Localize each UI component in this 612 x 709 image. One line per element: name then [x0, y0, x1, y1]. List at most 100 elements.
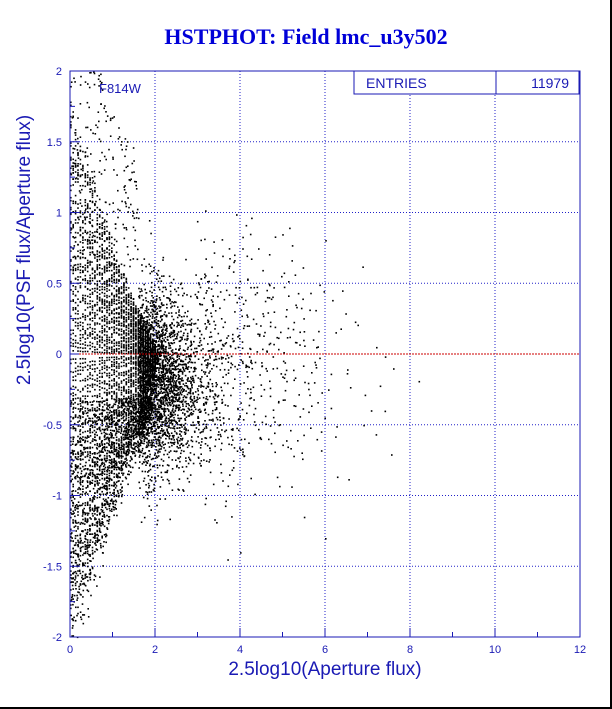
data-point: [102, 545, 104, 548]
data-point: [106, 436, 109, 439]
data-point: [72, 290, 74, 293]
data-point: [77, 476, 79, 478]
data-point: [75, 572, 78, 575]
data-point: [115, 370, 118, 373]
data-point: [130, 400, 132, 403]
data-point: [84, 441, 86, 444]
data-point: [93, 429, 96, 432]
data-point: [77, 322, 79, 325]
data-point: [98, 468, 101, 471]
data-point: [103, 228, 106, 230]
data-point: [78, 585, 80, 588]
data-point: [91, 309, 94, 311]
data-point: [74, 202, 77, 205]
data-point: [104, 488, 107, 490]
data-point: [108, 411, 111, 414]
data-point: [79, 199, 82, 201]
data-point: [155, 380, 157, 383]
data-point: [96, 480, 99, 482]
data-point: [84, 257, 87, 260]
data-point: [118, 401, 121, 403]
data-point: [110, 478, 113, 481]
data-point: [72, 603, 74, 606]
data-point: [108, 269, 111, 272]
data-point: [74, 321, 77, 324]
data-point: [120, 314, 123, 317]
data-point: [94, 274, 96, 277]
data-point: [74, 429, 77, 432]
data-point: [82, 249, 84, 252]
data-point: [118, 443, 120, 445]
data-point: [130, 392, 132, 394]
data-point: [103, 371, 106, 374]
data-point: [127, 312, 130, 314]
data-point: [160, 302, 163, 304]
data-point: [76, 466, 78, 469]
data-point: [132, 318, 135, 320]
data-point: [110, 494, 112, 496]
data-point: [147, 359, 149, 362]
data-point: [86, 552, 89, 555]
data-point: [77, 570, 79, 572]
data-point: [110, 432, 112, 434]
data-point: [133, 427, 136, 430]
data-point: [72, 285, 74, 287]
data-point: [108, 356, 111, 359]
data-point: [142, 341, 144, 344]
data-point: [86, 504, 89, 506]
data-point: [156, 439, 158, 441]
data-point: [113, 393, 115, 395]
data-point: [72, 200, 74, 202]
data-point: [89, 452, 92, 454]
data-point: [115, 430, 118, 432]
data-point: [115, 278, 118, 281]
data-point: [71, 537, 73, 539]
data-point: [70, 508, 72, 510]
data-point: [76, 474, 78, 477]
data-point: [96, 506, 99, 509]
data-point: [115, 260, 118, 262]
data-point: [127, 315, 130, 318]
data-point: [122, 445, 124, 447]
data-point: [79, 252, 82, 254]
data-point: [127, 332, 130, 335]
data-point: [82, 165, 84, 168]
data-point: [74, 312, 77, 315]
data-point: [103, 448, 106, 451]
data-point: [134, 418, 136, 420]
data-point: [111, 433, 113, 435]
data-point: [101, 387, 103, 389]
data-point: [91, 337, 94, 339]
data-point: [113, 298, 115, 300]
data-point: [130, 306, 132, 308]
data-point: [93, 495, 95, 497]
data-point: [98, 223, 101, 225]
data-point: [79, 269, 82, 271]
data-point: [103, 315, 106, 317]
data-point: [106, 309, 108, 312]
data-point: [187, 366, 190, 368]
data-point: [82, 509, 84, 511]
data-point: [82, 439, 85, 441]
data-point: [109, 459, 112, 462]
data-point: [124, 476, 127, 479]
data-point: [120, 361, 123, 364]
data-point: [101, 310, 103, 312]
data-point: [103, 292, 106, 295]
data-point: [159, 382, 161, 384]
data-point: [118, 440, 120, 442]
data-point: [79, 430, 81, 433]
data-point: [74, 393, 77, 396]
data-point: [99, 576, 101, 578]
data-point: [74, 335, 77, 337]
data-point: [77, 174, 79, 177]
data-point: [106, 230, 108, 232]
data-point: [130, 438, 132, 441]
data-point: [94, 464, 96, 467]
data-point: [149, 339, 152, 342]
data-point: [70, 227, 72, 229]
data-point: [96, 428, 99, 430]
data-point: [74, 619, 77, 622]
data-point: [96, 223, 99, 226]
data-point: [113, 493, 115, 496]
